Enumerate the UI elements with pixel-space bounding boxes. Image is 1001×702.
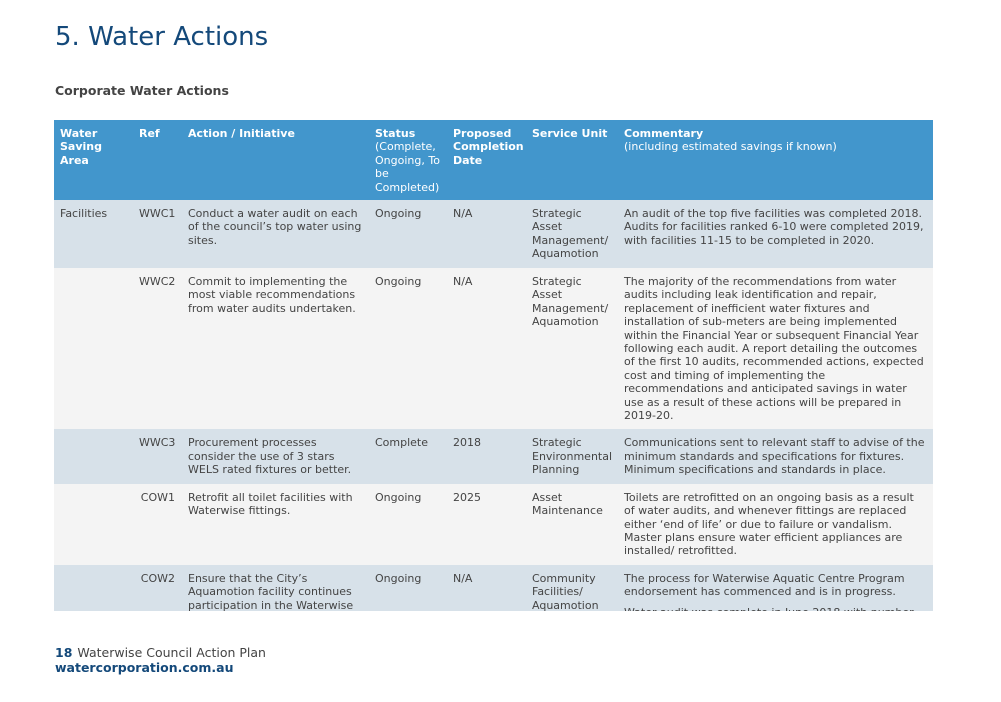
header-label: Ref <box>139 127 160 140</box>
header-label: Proposed Completion Date <box>453 127 524 167</box>
actions-table: Water Saving Area Ref Action / Initiative S… <box>54 120 933 611</box>
service-unit-cell: Asset Maintenance <box>526 483 618 565</box>
area-cell <box>54 483 133 565</box>
column-header: Water Saving Area <box>54 120 133 200</box>
header-note: (including estimated savings if known) <box>624 140 837 154</box>
area-cell: Facilities <box>54 200 133 268</box>
ref-cell: COW2 <box>133 564 182 611</box>
commentary-paragraph: Toilets are retrofitted on an ongoing ba… <box>624 490 914 558</box>
table-row: COW2 Ensure that the City’s Aquamotion fa… <box>54 564 933 611</box>
table-row: WWC3 Procurement processes consider the u… <box>54 429 933 484</box>
commentary-cell: The majority of the recommendations from… <box>618 268 933 430</box>
date-cell: N/A <box>447 200 526 268</box>
ref-cell: WWC3 <box>133 429 182 484</box>
header-label: Action / Initiative <box>188 127 295 140</box>
table-row: Facilities WWC1 Conduct a water audit on e… <box>54 200 933 268</box>
header-label: Water Saving Area <box>60 127 102 167</box>
footer: 18 Waterwise Council Action Plan watercor… <box>55 645 266 675</box>
date-cell: 2018 <box>447 429 526 484</box>
status-cell: Complete <box>369 429 447 484</box>
document-name: Waterwise Council Action Plan <box>77 645 266 660</box>
service-unit-cell: Strategic Environmental Planning <box>526 429 618 484</box>
status-cell: Ongoing <box>369 483 447 565</box>
page-title: 5. Water Actions <box>55 22 269 52</box>
status-cell: Ongoing <box>369 564 447 611</box>
service-unit-cell: Strategic Asset Management/ Aquamotion <box>526 268 618 430</box>
commentary-paragraph: Communications sent to relevant staff to… <box>624 436 925 477</box>
date-cell: 2025 <box>447 483 526 565</box>
commentary-paragraph: An audit of the top five facilities was … <box>624 207 924 247</box>
table-row: WWC2 Commit to implementing the most viab… <box>54 268 933 430</box>
action-cell: Ensure that the City’s Aquamotion facili… <box>182 564 369 611</box>
commentary-cell: The process for Waterwise Aquatic Centre… <box>618 564 933 611</box>
service-unit-cell: Community Facilities/ Aquamotion <box>526 564 618 611</box>
status-cell: Ongoing <box>369 268 447 430</box>
header-label: Status <box>375 127 416 140</box>
commentary-paragraph: The process for Waterwise Aquatic Centre… <box>624 571 905 599</box>
area-cell <box>54 564 133 611</box>
page-number: 18 <box>55 645 73 660</box>
date-cell: N/A <box>447 268 526 430</box>
commentary-cell: Communications sent to relevant staff to… <box>618 429 933 484</box>
website: watercorporation.com.au <box>55 660 234 675</box>
date-cell: N/A <box>447 564 526 611</box>
status-cell: Ongoing <box>369 200 447 268</box>
header-row: Water Saving Area Ref Action / Initiative S… <box>54 120 933 200</box>
header-note: (Complete, Ongoing, To be Completed) <box>375 140 440 194</box>
commentary-cell: An audit of the top five facilities was … <box>618 200 933 268</box>
commentary-paragraph: The majority of the recommendations from… <box>624 275 924 423</box>
action-cell: Retrofit all toilet facilities with Wate… <box>182 483 369 565</box>
column-header: Ref <box>133 120 182 200</box>
header-label: Service Unit <box>532 127 608 140</box>
action-cell: Conduct a water audit on each of the cou… <box>182 200 369 268</box>
commentary-cell: Toilets are retrofitted on an ongoing ba… <box>618 483 933 565</box>
ref-cell: WWC2 <box>133 268 182 430</box>
table-row: COW1 Retrofit all toilet facilities with … <box>54 483 933 565</box>
commentary-paragraph: Water audit was complete in June 2018 wi… <box>624 606 927 611</box>
area-cell <box>54 429 133 484</box>
ref-cell: WWC1 <box>133 200 182 268</box>
action-cell: Commit to implementing the most viable r… <box>182 268 369 430</box>
header-label: Commentary <box>624 127 704 140</box>
service-unit-cell: Strategic Asset Management/ Aquamotion <box>526 200 618 268</box>
column-header: Status (Complete, Ongoing, To be Complete… <box>369 120 447 200</box>
column-header: Action / Initiative <box>182 120 369 200</box>
column-header: Commentary (including estimated savings i… <box>618 120 933 200</box>
action-cell: Procurement processes consider the use o… <box>182 429 369 484</box>
column-header: Service Unit <box>526 120 618 200</box>
table-container: Water Saving Area Ref Action / Initiative S… <box>54 120 933 611</box>
area-cell <box>54 268 133 430</box>
column-header: Proposed Completion Date <box>447 120 526 200</box>
section-title: Corporate Water Actions <box>55 83 229 98</box>
ref-cell: COW1 <box>133 483 182 565</box>
